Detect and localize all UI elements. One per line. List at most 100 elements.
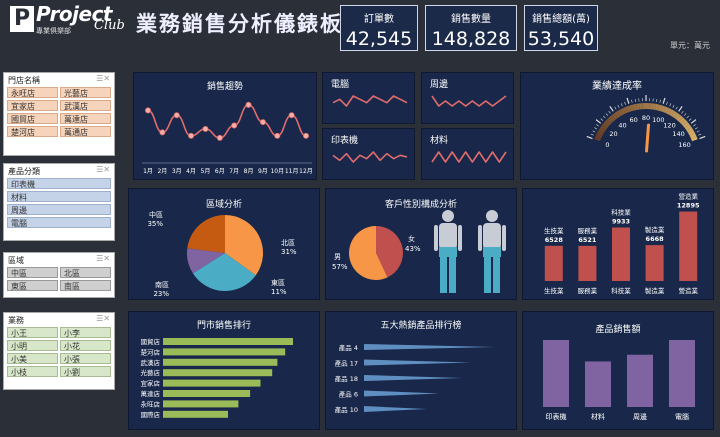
spark-label: 印表機: [331, 136, 359, 146]
slicer-item[interactable]: 小花: [60, 340, 111, 351]
kpi-label: 銷售數量: [451, 14, 491, 25]
gauge-band-segment: [688, 130, 696, 136]
male-figure-icon: [434, 210, 462, 293]
x-tick-label: 印表機: [546, 412, 567, 421]
slicer-item[interactable]: 光藝店: [60, 87, 111, 98]
slicer-item[interactable]: 電腦: [7, 217, 111, 228]
gauge-band-segment: [629, 104, 635, 112]
figure-leg: [449, 257, 456, 293]
clear-filter-icon[interactable]: ☰✕: [96, 254, 110, 263]
gauge-tick-label: 100: [652, 116, 664, 124]
panel-title: 產品銷售額: [595, 325, 641, 335]
x-tick-label: 10月: [270, 168, 284, 175]
top5-chart: 產品 4 產品 17 產品 18 產品 6 產品 10: [335, 343, 494, 414]
gauge-band-segment: [617, 109, 623, 117]
trend-chart: 1月 2月 3月 4月 5月 6月 7月 8月 9月 10月 11月 12月: [142, 101, 313, 175]
gauge-band-segment: [611, 112, 618, 120]
bar-category-label: 服務業: [578, 226, 598, 235]
slicer-item[interactable]: 萬通店: [60, 126, 111, 137]
spark-line: [332, 95, 408, 107]
slicer-region: 區域 ☰✕ 中區 北區 東區 南區: [3, 252, 115, 298]
clear-filter-icon[interactable]: ☰✕: [96, 314, 110, 323]
y-tick-label: 產品 6: [339, 390, 358, 399]
slicer-item[interactable]: 東區: [7, 280, 58, 291]
y-tick-label: 宜家店: [141, 379, 161, 388]
panel-industry: 生技業 6528 生技業 服務業 6521 服務業 科技業 9933 科技業 製造業 6668 製造業…: [522, 188, 714, 300]
gauge-band-segment: [596, 130, 604, 136]
trend-point: [274, 132, 281, 139]
gauge-band-segment: [646, 103, 650, 110]
gauge-tick: [617, 104, 620, 108]
gauge-band-segment: [600, 124, 608, 131]
panel-title: 銷售趨勢: [206, 82, 243, 92]
gauge-band-segment: [669, 109, 675, 117]
gauge-tick: [590, 133, 594, 136]
slicer-item[interactable]: 小張: [60, 353, 111, 364]
gauge-band-segment: [648, 103, 653, 110]
pie-value-label: 43%: [405, 245, 421, 253]
slicer-item[interactable]: 武漢店: [60, 100, 111, 111]
kpi-value: 148,828: [431, 28, 511, 50]
x-tick-label: 電腦: [675, 412, 689, 421]
slicer-store: 門店名稱 ☰✕ 永旺店 光藝店 宜家店 武漢店 國貿店 萬達店 楚河店 萬通店: [3, 72, 115, 156]
bar: [679, 211, 698, 281]
panel-gender: 客戶性別構成分析 女 43% 男 57%: [325, 188, 517, 300]
slicer-item[interactable]: 楚河店: [7, 126, 58, 137]
clear-filter-icon[interactable]: ☰✕: [96, 165, 110, 174]
slicer-sales: 業務 ☰✕ 小王 小李 小明 小花 小美 小張 小枝 小劉: [3, 312, 115, 390]
clear-filter-icon[interactable]: ☰✕: [96, 74, 110, 83]
slicer-item[interactable]: 小王: [7, 327, 58, 338]
x-tick-label: 4月: [186, 168, 196, 175]
gauge-tick: [683, 113, 687, 116]
slicer-item[interactable]: 小枝: [7, 366, 58, 377]
gauge-tick-label: 0: [605, 141, 609, 149]
slicer-item[interactable]: 材料: [7, 191, 111, 202]
x-tick-label: 2月: [157, 168, 167, 175]
gauge-tick: [596, 124, 599, 127]
y-tick-label: 武漢店: [141, 358, 161, 367]
panel-title: 門市銷售排行: [196, 321, 251, 331]
gauge-tick-label: 140: [672, 130, 684, 138]
spark-label: 電腦: [331, 80, 350, 90]
bar: [645, 245, 664, 281]
bar: [578, 245, 597, 281]
gauge-band-segment: [594, 136, 602, 142]
x-tick-label: 營造業: [678, 286, 698, 295]
gauge-band-segment: [674, 112, 681, 120]
gauge-band-segment: [604, 119, 612, 126]
slicer-item[interactable]: 小李: [60, 327, 111, 338]
y-tick-label: 產品 10: [335, 405, 358, 414]
slicer-item[interactable]: 國貿店: [7, 113, 58, 124]
slicer-item[interactable]: 萬達店: [60, 113, 111, 124]
gauge-band-segment: [595, 133, 603, 139]
slicer-item[interactable]: 北區: [60, 267, 111, 278]
gauge-tick: [600, 118, 604, 121]
slicer-item[interactable]: 周邊: [7, 204, 111, 215]
kpi-quantity: 銷售數量 148,828: [425, 5, 517, 51]
gauge-tick: [698, 133, 702, 136]
slicer-item[interactable]: 印表機: [7, 178, 111, 189]
slicer-item[interactable]: 小劉: [60, 366, 111, 377]
gauge-band-segment: [671, 111, 678, 118]
slicer-item[interactable]: 小明: [7, 340, 58, 351]
slicer-item[interactable]: 南區: [60, 280, 111, 291]
slicer-items: 中區 北區 東區 南區: [4, 266, 114, 292]
bar-value-label: 9933: [612, 218, 630, 226]
logo-club: Club: [94, 18, 125, 33]
panel-spark-computer: 電腦: [322, 72, 415, 124]
slicer-item[interactable]: 中區: [7, 267, 58, 278]
bar: [364, 390, 440, 397]
slicer-item[interactable]: 永旺店: [7, 87, 58, 98]
trend-point: [302, 132, 309, 139]
gauge-tick: [608, 110, 611, 114]
slicer-item[interactable]: 小美: [7, 353, 58, 364]
panel-top5: 五大熱銷產品排行榜 產品 4 產品 17 產品 18 產品 6 產品 10: [325, 311, 517, 430]
bar: [163, 379, 261, 387]
slicer-item[interactable]: 宜家店: [7, 100, 58, 111]
pie-slice: [187, 215, 225, 253]
pie-slice: [192, 253, 256, 291]
gauge-band-segment: [639, 103, 644, 110]
panel-title: 業績達成率: [592, 81, 642, 92]
spark-chart: [431, 95, 507, 107]
